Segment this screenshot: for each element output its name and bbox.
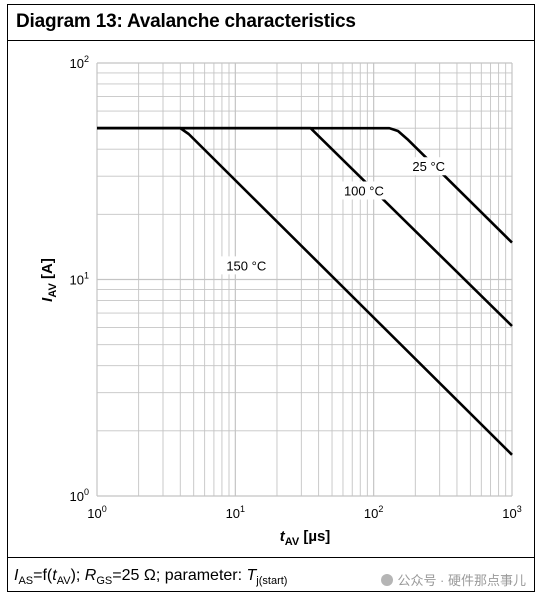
y-axis-label-subscript: AV: [47, 283, 59, 298]
caption-r-symbol: R: [84, 567, 97, 584]
watermark: 公众号 · 硬件那点事儿: [381, 570, 526, 589]
y-axis-label-unit: [A]: [39, 258, 56, 283]
series-label-2: 150 °C: [226, 258, 266, 273]
title-bar: Diagram 13: Avalanche characteristics: [8, 5, 534, 41]
parameter-caption: IAS=f(tAV); RGS=25 Ω; parameter: Tj(star…: [14, 567, 287, 587]
series-labels: 25 °C 100 °C 150 °C: [220, 157, 452, 275]
caption-parameter-text: =25 Ω; parameter:: [112, 567, 247, 584]
diagram-title: Diagram 13: Avalanche characteristics: [16, 11, 356, 32]
caption-gs-subscript: GS: [96, 575, 113, 588]
series-line-2: [97, 126, 513, 456]
y-tick-label: 102: [70, 54, 89, 71]
caption-bar: IAS=f(tAV); RGS=25 Ω; parameter: Tj(star…: [8, 557, 534, 591]
grid-major: [96, 62, 513, 497]
tick-labels: 100 101 102 103 100 101 102: [70, 54, 522, 521]
caption-function: =f(: [33, 567, 53, 584]
x-tick-label: 101: [226, 504, 245, 521]
caption-as-subscript: AS: [18, 575, 34, 588]
series-label-0: 25 °C: [412, 159, 445, 174]
diagram-frame: Diagram 13: Avalanche characteristics IA…: [7, 4, 535, 592]
caption-t-symbol: t: [52, 567, 57, 584]
caption-tj-symbol: T: [246, 567, 257, 584]
caption-jstart-subscript: j(start): [256, 575, 288, 588]
x-tick-label: 102: [364, 504, 383, 521]
series-label-background: [220, 256, 273, 275]
caption-separator: );: [70, 567, 85, 584]
x-tick-label: 100: [87, 504, 106, 521]
x-axis-label-unit: [µs]: [299, 528, 330, 545]
y-tick-label: 100: [70, 487, 89, 504]
x-axis-label-symbol: t: [280, 528, 286, 545]
x-axis-label: tAV [µs]: [280, 528, 331, 548]
series-label-1: 100 °C: [344, 183, 384, 198]
caption-i-symbol: I: [14, 567, 19, 584]
x-axis-label-subscript: AV: [285, 536, 300, 548]
series-label-background: [337, 181, 391, 200]
series-lines: [97, 126, 513, 456]
series-label-background: [406, 157, 452, 176]
wechat-icon: [381, 574, 394, 586]
y-axis-label: IAV [A]: [39, 258, 59, 302]
series-line-0: [97, 126, 513, 244]
y-tick-label: 101: [70, 271, 89, 288]
y-axis-label-symbol: I: [39, 297, 56, 302]
watermark-text: 公众号 · 硬件那点事儿: [397, 573, 526, 588]
x-tick-label: 103: [502, 504, 521, 521]
caption-av-subscript: AV: [56, 575, 71, 588]
